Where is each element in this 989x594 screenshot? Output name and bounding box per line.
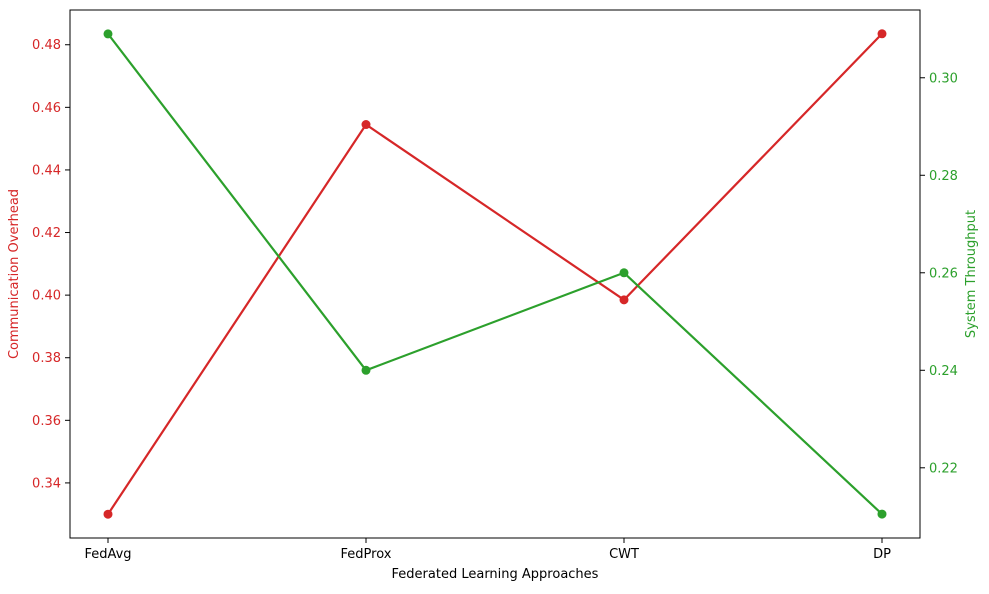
left-y-tick-label: 0.34 [32, 476, 61, 491]
data-point [361, 365, 371, 375]
data-point [877, 29, 887, 39]
left-y-tick-label: 0.46 [32, 101, 61, 116]
x-axis: FedAvg FedProx CWT DP [84, 538, 891, 562]
x-tick-label: FedAvg [84, 547, 131, 562]
right-y-tick-label: 0.24 [929, 364, 958, 379]
left-y-tick-label: 0.38 [32, 351, 61, 366]
series-right [103, 29, 887, 519]
x-tick-label: DP [873, 547, 891, 562]
right-y-axis: 0.22 0.24 0.26 0.28 0.30 [920, 71, 958, 476]
x-tick-label: FedProx [341, 547, 392, 562]
series-line [107, 33, 883, 515]
series-line [107, 33, 883, 515]
series-left [103, 29, 887, 519]
data-point [361, 120, 371, 130]
data-point [103, 509, 113, 519]
left-y-tick-label: 0.48 [32, 38, 61, 53]
right-y-tick-label: 0.30 [929, 71, 958, 86]
x-tick-label: CWT [609, 547, 639, 562]
left-y-axis-label: Communication Overhead [7, 189, 22, 359]
data-point [619, 295, 629, 305]
right-y-tick-label: 0.28 [929, 169, 958, 184]
x-axis-label: Federated Learning Approaches [392, 567, 599, 582]
data-point [103, 29, 113, 39]
right-y-axis-label: System Throughput [964, 210, 979, 338]
left-y-tick-label: 0.36 [32, 414, 61, 429]
right-y-tick-label: 0.26 [929, 266, 958, 281]
data-point [877, 509, 887, 519]
plot-frame [69, 9, 921, 539]
data-point [619, 268, 629, 278]
left-y-tick-label: 0.40 [32, 289, 61, 304]
plot-area [103, 29, 887, 519]
left-y-tick-label: 0.42 [32, 226, 61, 241]
left-y-tick-label: 0.44 [32, 163, 61, 178]
left-y-axis: 0.34 0.36 0.38 0.40 0.42 0.44 0.46 0.48 [32, 38, 70, 491]
right-y-tick-label: 0.22 [929, 461, 958, 476]
